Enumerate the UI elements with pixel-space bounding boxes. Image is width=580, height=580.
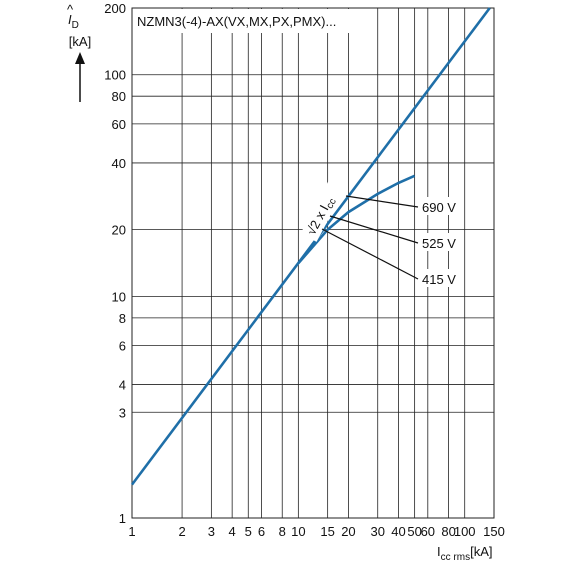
annotation: 690 V xyxy=(422,200,456,215)
plot-frame xyxy=(131,7,495,519)
x-label-main: I xyxy=(437,544,441,559)
y-arrow-head xyxy=(75,52,85,64)
x-tick-label: 4 xyxy=(229,524,236,539)
y-tick-label: 4 xyxy=(119,378,126,393)
x-tick-label: 3 xyxy=(208,524,215,539)
annotation-bg xyxy=(420,197,462,215)
annotation: 415 V xyxy=(422,272,456,287)
x-tick-label: 5 xyxy=(245,524,252,539)
x-tick-label: 60 xyxy=(421,524,435,539)
leader-line xyxy=(329,215,419,244)
x-tick-label: 80 xyxy=(441,524,455,539)
x-tick-label: 50 xyxy=(407,524,421,539)
annotation-bg xyxy=(420,269,462,287)
x-tick-label: 6 xyxy=(258,524,265,539)
y-tick-label: 80 xyxy=(112,89,126,104)
sqrt-label-bg xyxy=(300,178,346,242)
x-tick-label: 2 xyxy=(178,524,185,539)
y-tick-label: 8 xyxy=(119,311,126,326)
y-tick-label: 6 xyxy=(119,339,126,354)
leader-line xyxy=(321,228,419,280)
x-tick-label: 15 xyxy=(320,524,334,539)
x-tick-label: 100 xyxy=(454,524,476,539)
y-axis-label: ID xyxy=(68,12,79,31)
annotation: 525 V xyxy=(422,236,456,251)
x-tick-label: 40 xyxy=(391,524,405,539)
x-tick-label: 1 xyxy=(128,524,135,539)
y-label-main: I xyxy=(68,12,72,27)
chart-title: NZMN3(-4)-AX(VX,MX,PX,PMX)... xyxy=(137,14,336,29)
y-tick-label: 60 xyxy=(112,117,126,132)
series-line xyxy=(297,174,416,265)
leader-line xyxy=(345,195,419,208)
y-label-sub: D xyxy=(72,20,79,31)
y-tick-label: 3 xyxy=(119,405,126,420)
y-axis-hat: ^ xyxy=(67,2,74,17)
x-axis-label: Icc rms[kA] xyxy=(437,544,492,563)
x-tick-label: 10 xyxy=(291,524,305,539)
y-tick-label: 40 xyxy=(112,156,126,171)
y-tick-label: 100 xyxy=(104,68,126,83)
x-label-sub: cc rms xyxy=(441,552,470,563)
y-tick-label: 20 xyxy=(112,223,126,238)
title-box xyxy=(133,9,355,33)
x-label-unit: [kA] xyxy=(470,544,492,559)
x-tick-label: 8 xyxy=(279,524,286,539)
series-line xyxy=(130,7,491,486)
x-tick-label: 150 xyxy=(483,524,505,539)
x-tick-label: 30 xyxy=(370,524,384,539)
y-tick-label: 200 xyxy=(104,1,126,16)
y-tick-label: 1 xyxy=(119,511,126,526)
annotation-bg xyxy=(420,233,462,251)
series-label-sub: cc xyxy=(324,197,338,211)
y-axis-unit: [kA] xyxy=(69,34,91,49)
x-tick-label: 20 xyxy=(341,524,355,539)
y-tick-label: 10 xyxy=(112,289,126,304)
